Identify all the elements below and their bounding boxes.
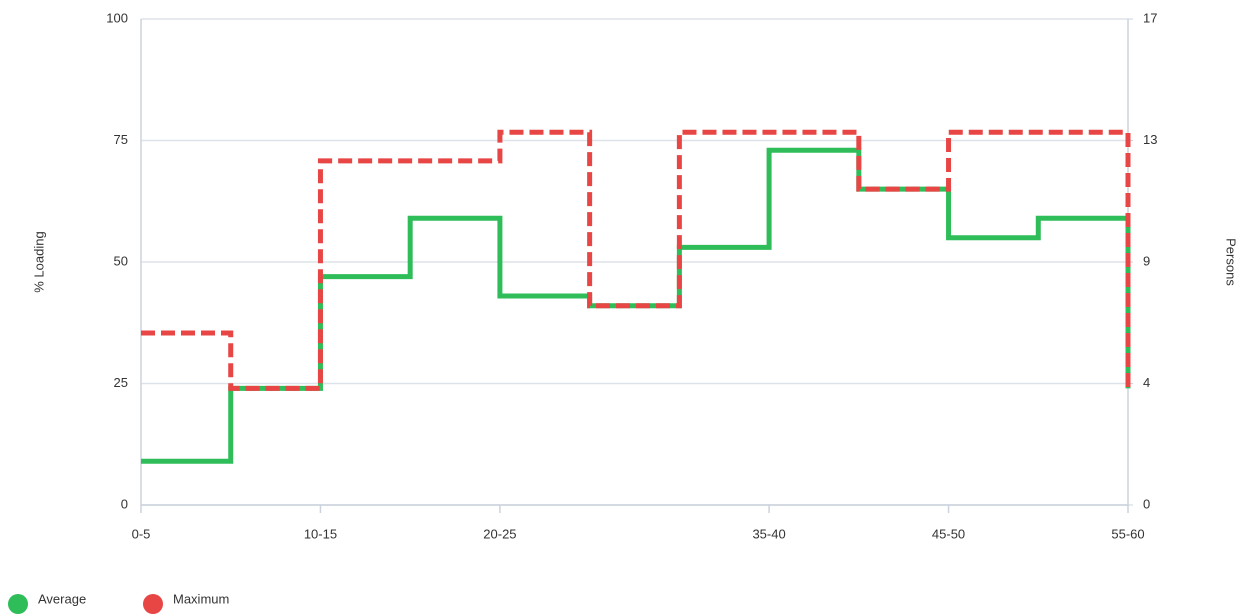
y-tick-label: 25	[114, 375, 128, 390]
legend-marker	[143, 594, 163, 614]
y2-tick-label: 4	[1143, 375, 1150, 390]
legend-label: Average	[38, 591, 86, 606]
legend-marker	[8, 594, 28, 614]
step-line	[141, 147, 1131, 464]
step-line	[141, 129, 1131, 391]
y-tick-label: 50	[114, 253, 128, 268]
y2-tick-label: 17	[1143, 10, 1157, 25]
legend-label: Maximum	[173, 591, 229, 606]
x-tick-label: 35-40	[752, 526, 785, 541]
y2-tick-label: 0	[1143, 496, 1150, 511]
x-tick-label: 20-25	[483, 526, 516, 541]
y-tick-label: 100	[106, 10, 128, 25]
x-tick-label: 10-15	[304, 526, 337, 541]
x-tick-label: 45-50	[932, 526, 965, 541]
y-tick-label: 75	[114, 132, 128, 147]
x-tick-label: 55-60	[1111, 526, 1144, 541]
y-axis-label: % Loading	[31, 231, 46, 292]
y2-axis-label: Persons	[1224, 238, 1239, 286]
y-tick-label: 0	[121, 496, 128, 511]
y2-tick-label: 9	[1143, 253, 1150, 268]
x-tick-label: 0-5	[132, 526, 151, 541]
y2-tick-label: 13	[1143, 132, 1157, 147]
